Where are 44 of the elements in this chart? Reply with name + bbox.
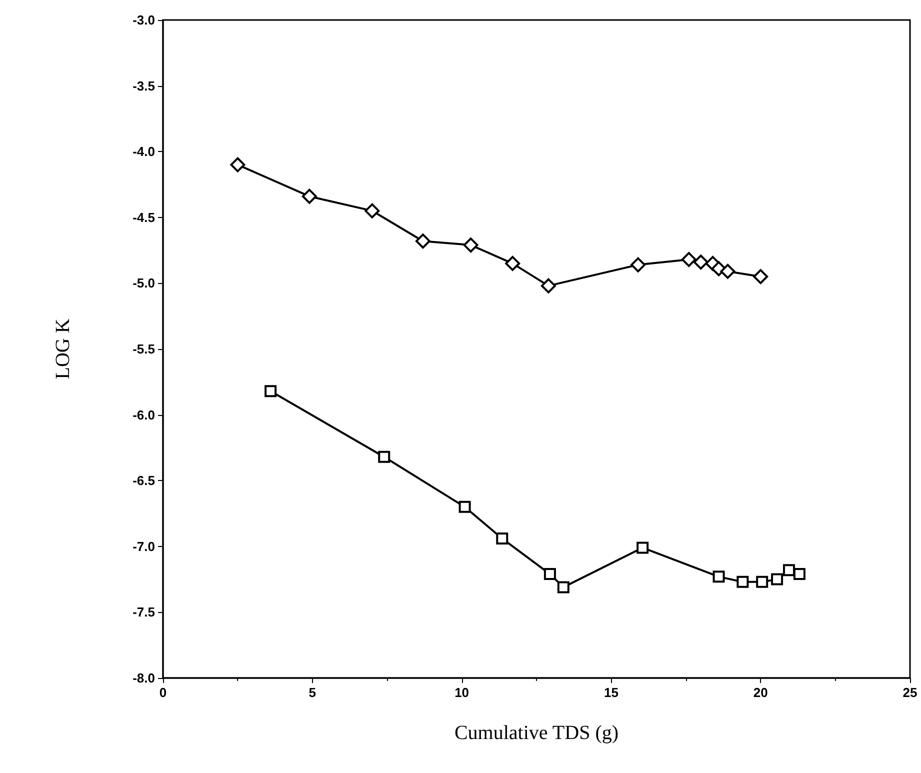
y-tick-label: -3.0: [132, 12, 155, 28]
point: [771, 573, 784, 586]
x-tick-label: 15: [604, 685, 618, 700]
point: [264, 385, 277, 398]
point: [736, 576, 749, 588]
point: [415, 234, 430, 249]
point: [793, 568, 806, 580]
x-tick-label: 25: [902, 685, 918, 700]
y-tick-label: -7.0: [132, 538, 155, 554]
point: [756, 576, 768, 588]
point: [630, 257, 646, 272]
point: [505, 256, 520, 271]
x-tick-label: 10: [454, 685, 470, 700]
x-axis-title: Cumulative TDS (g): [454, 722, 619, 744]
point: [693, 254, 708, 270]
point: [458, 500, 471, 513]
point: [463, 238, 478, 253]
point: [544, 568, 556, 580]
point: [230, 157, 246, 172]
point: [557, 581, 570, 594]
point: [681, 252, 696, 268]
point: [496, 532, 508, 545]
y-tick-label: -6.5: [132, 473, 155, 488]
x-tick-label: 20: [753, 685, 768, 700]
y-tick-label: -5.0: [132, 276, 155, 291]
point: [540, 278, 556, 294]
x-tick-label: 5: [308, 685, 316, 700]
point: [753, 269, 768, 284]
point: [378, 450, 390, 463]
point: [782, 564, 795, 576]
y-axis-title: LOG K: [52, 318, 74, 380]
point: [364, 203, 380, 218]
y-tick-label: -4.0: [132, 144, 155, 160]
y-tick-label: -3.5: [132, 78, 155, 94]
y-tick-label: -4.5: [132, 210, 155, 225]
y-tick-label: -6.0: [132, 407, 155, 422]
point: [636, 542, 649, 554]
point: [712, 570, 725, 583]
point: [720, 264, 736, 279]
point: [302, 188, 317, 204]
y-tick-label: -8.0: [132, 670, 155, 686]
y-tick-label: -5.5: [132, 342, 155, 356]
x-tick-label: 0: [159, 685, 167, 700]
y-tick-label: -7.5: [132, 604, 155, 620]
